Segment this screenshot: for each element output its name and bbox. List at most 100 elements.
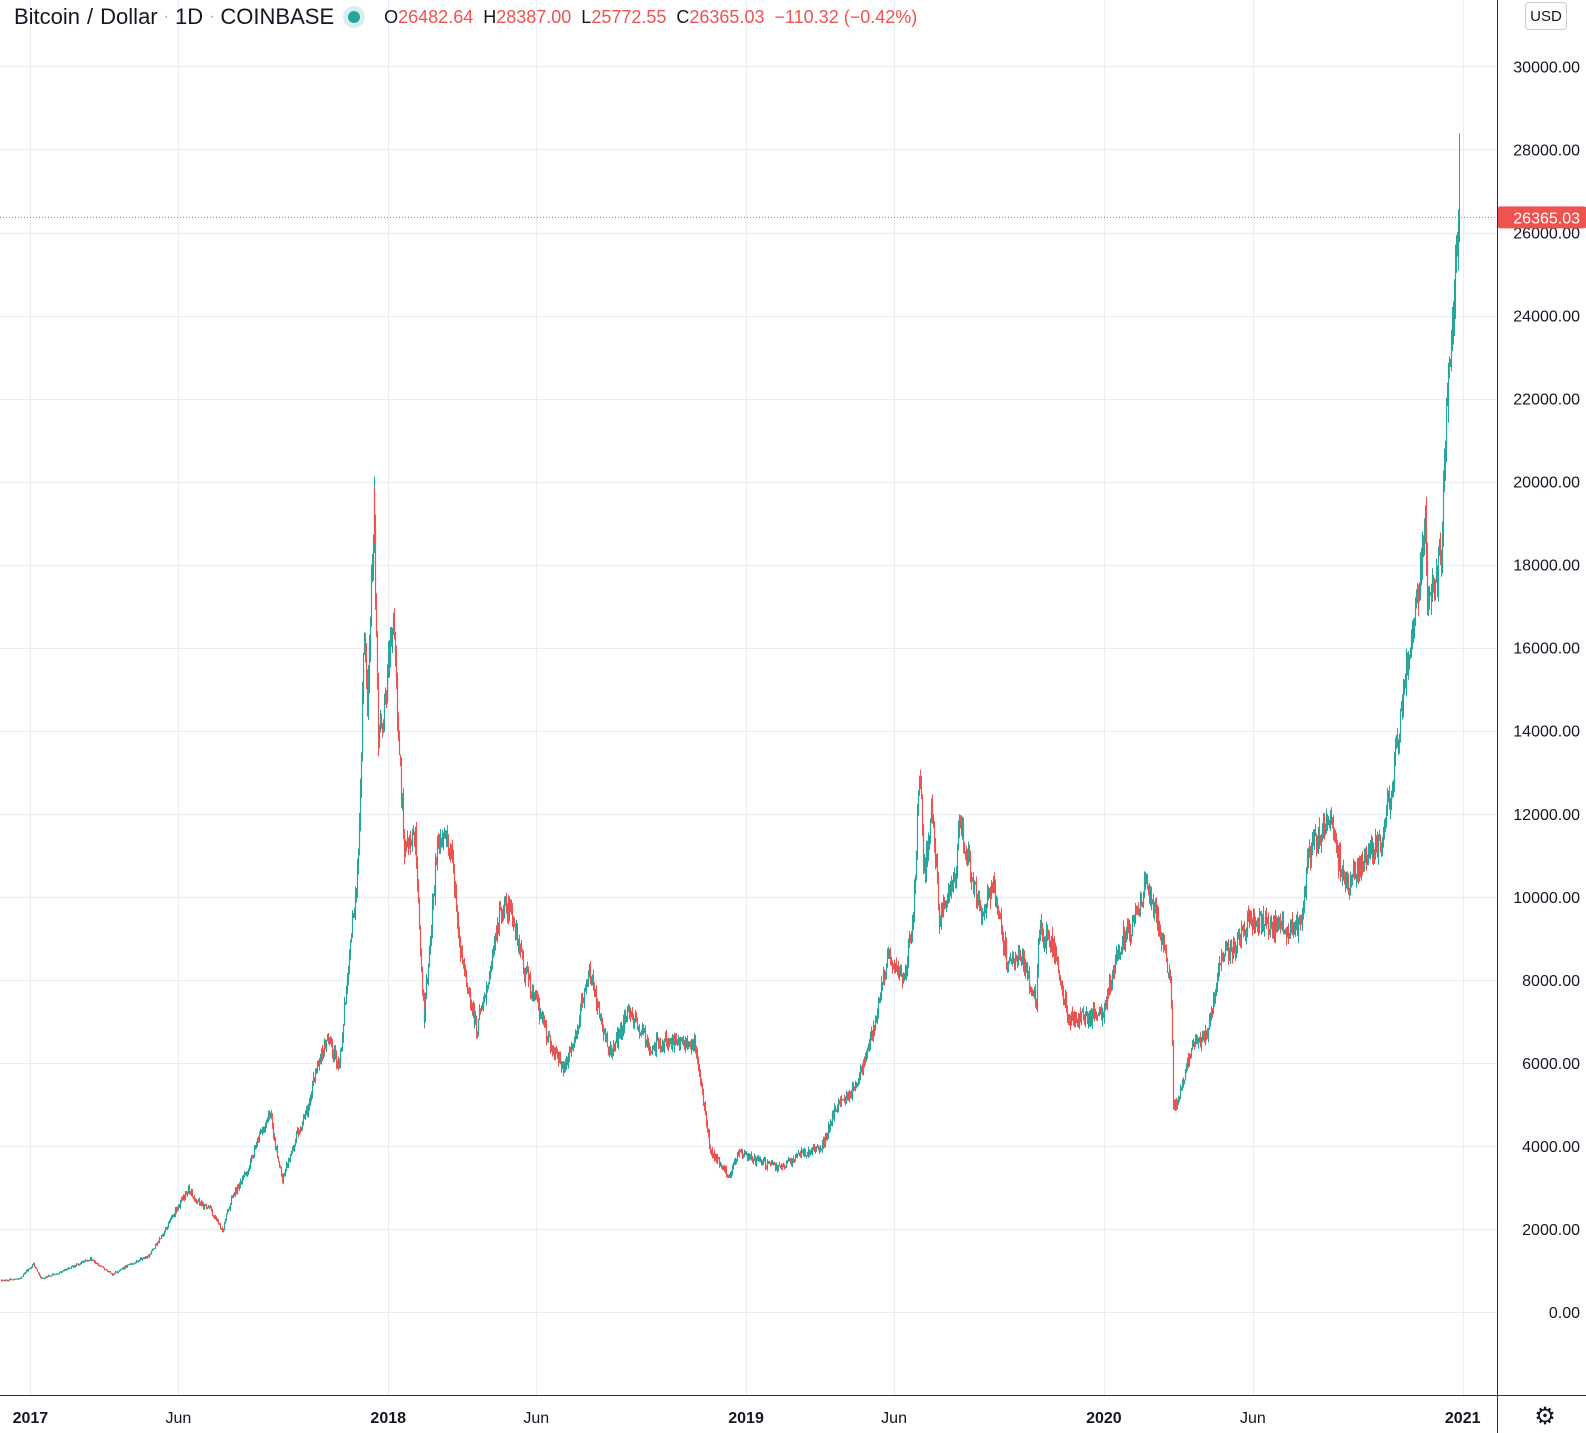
quote-currency[interactable]: Dollar bbox=[100, 4, 158, 29]
candle-body bbox=[461, 951, 464, 963]
candle-body bbox=[1425, 508, 1428, 557]
candle-body bbox=[830, 1120, 833, 1124]
candle-body bbox=[378, 731, 381, 747]
candle-body bbox=[1358, 862, 1361, 877]
candle-body bbox=[1235, 945, 1238, 953]
candle-body bbox=[198, 1200, 201, 1204]
candle-body bbox=[679, 1041, 682, 1050]
candle-body bbox=[1289, 928, 1292, 935]
candle-body bbox=[681, 1039, 684, 1041]
candle-body bbox=[1315, 834, 1318, 848]
candle-body bbox=[1304, 888, 1307, 893]
candle-body bbox=[465, 972, 468, 984]
candle-body bbox=[1215, 985, 1218, 993]
candle-body bbox=[669, 1039, 672, 1043]
candle-body bbox=[1002, 940, 1005, 949]
candle-body bbox=[43, 1278, 46, 1280]
candle-body bbox=[1021, 954, 1024, 958]
candle-body bbox=[22, 1274, 25, 1277]
candle-body bbox=[1437, 555, 1440, 585]
candle-body bbox=[348, 953, 351, 974]
candle-body bbox=[1000, 917, 1003, 926]
candle-body bbox=[869, 1035, 872, 1050]
candle-body bbox=[205, 1204, 208, 1208]
symbol-name[interactable]: Bitcoin bbox=[14, 4, 81, 29]
candle-body bbox=[359, 789, 362, 825]
candle-body bbox=[854, 1085, 857, 1090]
candle-body bbox=[266, 1120, 269, 1122]
candle-body bbox=[415, 827, 418, 866]
candle-body bbox=[901, 974, 904, 982]
candle-body bbox=[217, 1220, 220, 1224]
candle-body bbox=[649, 1049, 652, 1052]
candle-body bbox=[1390, 795, 1393, 804]
candle-body bbox=[756, 1158, 759, 1160]
candle-body bbox=[447, 842, 450, 849]
candle-body bbox=[1127, 923, 1130, 933]
candle-body bbox=[137, 1260, 140, 1262]
candle-body bbox=[1377, 834, 1380, 857]
candle-body bbox=[334, 1048, 337, 1054]
candle-body bbox=[888, 950, 891, 954]
candle-body bbox=[52, 1274, 55, 1276]
currency-button[interactable]: USD bbox=[1525, 2, 1567, 30]
candle-body bbox=[655, 1039, 658, 1052]
candle-body bbox=[578, 1020, 581, 1027]
candle-body bbox=[1281, 919, 1284, 927]
candle-body bbox=[1047, 934, 1050, 937]
candle-body bbox=[251, 1156, 254, 1158]
candle-body bbox=[1429, 592, 1432, 594]
candle-body bbox=[552, 1050, 555, 1053]
candle-body bbox=[1186, 1058, 1189, 1068]
candle-body bbox=[703, 1105, 706, 1107]
candle-body bbox=[1414, 605, 1417, 624]
candle-body bbox=[244, 1173, 247, 1175]
candle-body bbox=[759, 1159, 762, 1162]
candle-body bbox=[430, 931, 433, 944]
candle-body bbox=[1338, 852, 1341, 869]
candle-body bbox=[691, 1042, 694, 1051]
candle-body bbox=[1060, 981, 1063, 984]
market-status-icon[interactable] bbox=[348, 11, 361, 23]
candle-body bbox=[1133, 917, 1136, 922]
candle-body bbox=[1112, 967, 1115, 974]
candle-body bbox=[1236, 935, 1239, 946]
candle-body bbox=[665, 1036, 668, 1047]
candle-body bbox=[815, 1147, 818, 1151]
candle-body bbox=[1457, 222, 1460, 253]
candle-body bbox=[1327, 820, 1330, 822]
candle-body bbox=[1030, 988, 1033, 990]
gear-icon[interactable]: ⚙ bbox=[1534, 1403, 1556, 1430]
candle-body bbox=[304, 1114, 307, 1116]
candle-body bbox=[213, 1217, 216, 1219]
candle-body bbox=[950, 883, 953, 890]
y-tick-label: 14000.00 bbox=[1513, 724, 1580, 741]
interval-label[interactable]: 1D bbox=[174, 4, 204, 29]
candle-body bbox=[1298, 921, 1301, 923]
candle-body bbox=[1119, 952, 1122, 954]
candle-body bbox=[272, 1124, 275, 1136]
candle-body bbox=[1255, 920, 1258, 926]
candle-body bbox=[36, 1268, 39, 1272]
candle-body bbox=[1087, 1016, 1090, 1024]
candle-body bbox=[371, 567, 374, 570]
candle-body bbox=[332, 1054, 335, 1057]
candle-body bbox=[369, 617, 372, 647]
candle-body bbox=[1100, 1009, 1103, 1021]
candle-body bbox=[975, 883, 978, 900]
candle-body bbox=[1172, 1073, 1175, 1105]
candle-body bbox=[107, 1271, 110, 1273]
exchange-label[interactable]: COINBASE bbox=[220, 4, 335, 29]
candle-body bbox=[931, 805, 934, 818]
candle-body bbox=[834, 1107, 837, 1110]
candle-body bbox=[1318, 827, 1321, 838]
candle-body bbox=[328, 1038, 331, 1043]
candle-body bbox=[355, 894, 358, 896]
candle-body bbox=[457, 919, 460, 936]
candle-body bbox=[422, 989, 425, 999]
candle-body bbox=[87, 1260, 90, 1262]
candle-body bbox=[1245, 934, 1248, 937]
candle-body bbox=[1144, 880, 1147, 884]
candle-body bbox=[368, 646, 371, 680]
